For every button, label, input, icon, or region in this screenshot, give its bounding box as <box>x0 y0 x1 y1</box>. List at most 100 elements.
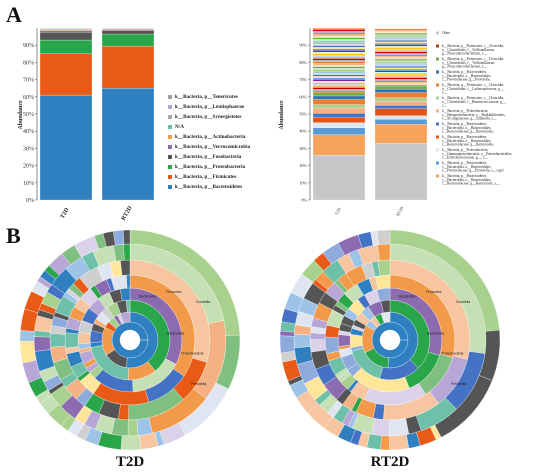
bar-segment <box>374 61 428 64</box>
bar-segment <box>312 95 366 100</box>
panel-a-letter: A <box>6 2 22 27</box>
bar-segment <box>39 39 93 54</box>
sunburst-segment <box>127 419 139 437</box>
bar-segment <box>312 27 366 30</box>
sunburst-segment <box>33 336 51 352</box>
species-legend: Other k__Bacteria, p__Firmicutes, c__Clos… <box>436 31 512 187</box>
bar-segment <box>374 105 428 109</box>
sunburst-segment <box>77 332 91 345</box>
rt2d-sunburst: Bacteroides Firmicutes Clostridia Bacteroid… <box>279 229 501 451</box>
sunburst-label: Firmicutes <box>426 290 442 294</box>
sunburst-segment <box>349 334 363 348</box>
y-tick-label: 50% <box>299 112 307 117</box>
legend-swatch <box>436 83 439 87</box>
bar-segment <box>374 28 428 31</box>
phylum-stacked-bar-chart: Abundance 0%10%20%30%40%50%60%70%80%90% … <box>18 27 251 222</box>
legend-swatch <box>436 109 439 113</box>
y-tick-label: 80% <box>23 60 34 66</box>
legend-swatch <box>168 105 172 109</box>
bar-segment <box>312 39 366 41</box>
legend-swatch <box>436 57 439 61</box>
sunburst-label: Clostridia <box>196 300 210 304</box>
legend-entry: k__Bacteria, p__Firmicutes, c__Clostridi… <box>442 83 504 95</box>
bar-segment <box>39 29 93 31</box>
bar-segment <box>374 86 428 90</box>
sunburst-segment <box>126 274 131 289</box>
bar-segment <box>312 42 366 45</box>
legend-entry: k__Bacteria, p__Bacteroidetes, c__Bactero… <box>442 70 491 83</box>
bar-segment <box>374 88 428 93</box>
bar-segment <box>39 53 93 96</box>
phylum-y-axis: 0% 10% 20% 30% 40% 50% 60% 70% 80% 90% <box>23 28 38 204</box>
bar-segment <box>39 32 93 41</box>
bar-segment <box>374 43 428 45</box>
legend-entry: k__Bacteria, p__Tenericutes <box>175 94 238 100</box>
species-chart-ylabel: Abundance <box>279 100 285 130</box>
sunburst-segment <box>123 229 131 245</box>
bar-segment <box>312 89 366 91</box>
bar-segment <box>312 122 366 128</box>
y-tick-label: 10% <box>299 180 307 185</box>
sunburst-segment <box>120 435 142 451</box>
bar-segment <box>374 67 428 70</box>
legend-swatch <box>436 70 439 74</box>
y-tick-label: 90% <box>23 43 34 49</box>
legend-swatch <box>168 115 172 119</box>
legend-entry: k__Bacteria, p__Bacteroidetes, c__Bactero… <box>442 135 494 148</box>
legend-entry: k__Bacteria, p__Firmicutes, c__Clostridi… <box>442 44 504 57</box>
bar-segment <box>312 84 366 87</box>
bar-segment <box>374 30 428 32</box>
bar-segment <box>312 65 366 67</box>
bar-segment <box>312 79 366 82</box>
bar-segment <box>312 53 366 56</box>
bar-segment <box>374 46 428 48</box>
bar-segment <box>312 52 366 54</box>
legend-entry: k__Bacteria, p__Bacteroidetes, c__Bactero… <box>442 174 500 187</box>
legend-swatch <box>168 155 172 159</box>
sunburst-segment <box>279 335 295 354</box>
bar-segment <box>39 30 93 33</box>
bar-segment <box>374 48 428 51</box>
bar-segment <box>374 97 428 102</box>
legend-entry: k__Bacteria, p__Lentisphaerae <box>175 104 245 110</box>
bar-segment <box>312 92 366 97</box>
x-category-label: RT2D <box>121 205 134 222</box>
sunburst-segment <box>389 434 409 451</box>
legend-entry: k__Bacteria, p__Actinobacteria <box>175 134 246 140</box>
legend-entry: k__Bacteria, p__Firmicutes <box>175 174 236 180</box>
y-tick-label: 30% <box>23 146 34 152</box>
bar-segment <box>374 63 428 65</box>
bar-segment <box>374 76 428 78</box>
bar-segment <box>39 94 93 201</box>
y-tick-label: 60% <box>23 95 34 101</box>
sunburst-segment <box>309 339 326 353</box>
sunburst-label: Clostridia <box>456 300 470 304</box>
legend-swatch <box>168 135 172 139</box>
bar-segment <box>312 113 366 118</box>
bar-segment <box>374 74 428 77</box>
bar-segment <box>312 76 366 79</box>
sunburst-segment <box>376 229 391 245</box>
bar-segment <box>312 29 366 32</box>
sunburst-segment <box>389 418 409 437</box>
sunburst-segment <box>123 243 131 261</box>
bar-segment <box>312 81 366 83</box>
t2d-sunburst: Bacteroides Firmicutes Clostridia Bacteroid… <box>19 229 241 451</box>
species-bars <box>312 27 428 201</box>
bar-segment <box>374 60 428 63</box>
phylum-bars <box>39 27 155 201</box>
x-category-label: RT2D <box>395 206 404 217</box>
legend-swatch <box>168 185 172 189</box>
legend-swatch <box>436 31 439 35</box>
sunburst-segment <box>19 330 35 342</box>
bar-segment <box>312 47 366 50</box>
sunburst-label: Bacteroidia <box>167 331 184 335</box>
bar-segment <box>312 35 366 38</box>
bar-segment <box>374 64 428 67</box>
bar-segment <box>374 143 428 201</box>
sunburst-segment <box>377 243 391 261</box>
bar-segment <box>312 99 366 105</box>
bar-segment <box>374 71 428 74</box>
sunburst-segment <box>324 336 340 354</box>
sunburst-segment <box>380 435 390 451</box>
